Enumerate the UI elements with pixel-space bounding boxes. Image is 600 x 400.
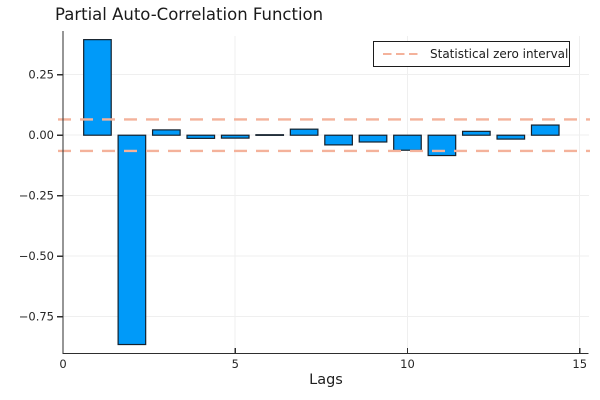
pacf-bar-lag-1 <box>83 39 112 136</box>
chart-title: Partial Auto-Correlation Function <box>55 5 324 24</box>
x-axis-label: Lags <box>309 372 343 388</box>
pacf-bar-lag-11 <box>427 134 457 157</box>
x-tick-label: 5 <box>232 357 239 371</box>
legend-label: Statistical zero interval <box>430 47 569 61</box>
pacf-bar-lag-14 <box>530 124 560 136</box>
pacf-bar-lag-5 <box>220 134 250 139</box>
y-tick-label: 0.25 <box>28 68 54 82</box>
pacf-bar-lag-9 <box>358 134 388 143</box>
pacf-bar-lag-13 <box>496 134 526 140</box>
y-tick-label: −0.25 <box>19 189 54 203</box>
pacf-bar-lag-10 <box>393 134 422 151</box>
pacf-bar-lag-7 <box>289 128 319 136</box>
x-tick-label: 0 <box>59 357 66 371</box>
pacf-bar-lag-8 <box>324 134 353 146</box>
y-tick-label: −0.75 <box>19 310 54 324</box>
pacf-bar-lag-3 <box>151 129 181 136</box>
y-tick-label: −0.50 <box>19 249 54 263</box>
y-tick-label: 0.00 <box>28 128 54 142</box>
pacf-bar-lag-6 <box>255 134 285 136</box>
legend: Statistical zero interval <box>373 41 570 67</box>
pacf-bar-lag-2 <box>117 134 147 346</box>
pacf-bar-lag-4 <box>186 134 216 139</box>
pacf-bar-lag-12 <box>461 130 491 136</box>
dashed-line-icon <box>383 52 421 56</box>
x-tick-label: 15 <box>572 357 587 371</box>
x-tick-label: 10 <box>400 357 415 371</box>
